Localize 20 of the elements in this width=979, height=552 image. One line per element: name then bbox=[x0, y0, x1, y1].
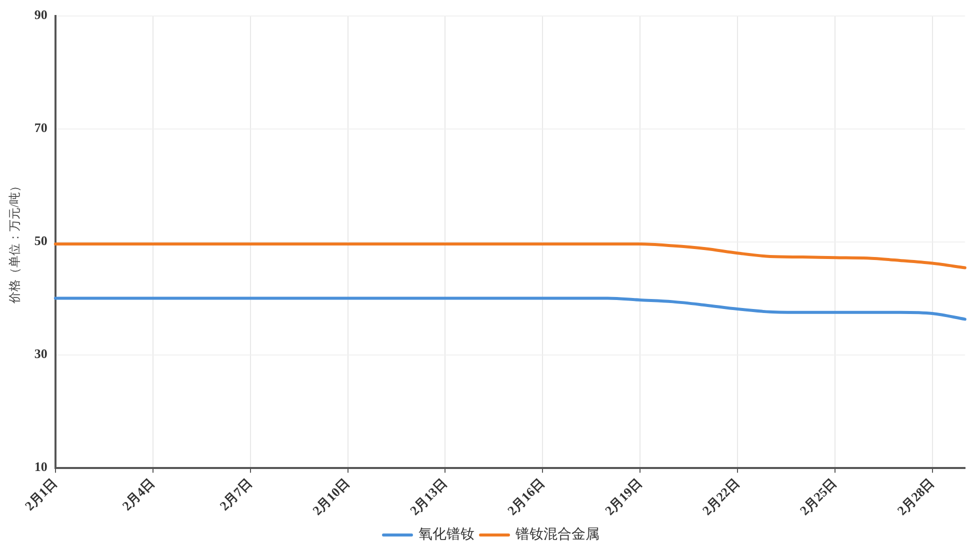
x-tick-label: 2月4日 bbox=[119, 475, 158, 514]
line-series bbox=[54, 296, 966, 321]
y-tick-label: 90 bbox=[34, 7, 48, 22]
x-tick-label: 2月25日 bbox=[796, 475, 840, 518]
x-tick-label: 2月16日 bbox=[504, 475, 548, 518]
legend-label: 氧化镨钕 bbox=[418, 526, 474, 543]
x-tick-label: 2月1日 bbox=[22, 475, 60, 514]
y-tick-label: 10 bbox=[34, 459, 48, 474]
y-tick-label: 70 bbox=[34, 120, 48, 136]
x-tick-label: 2月28日 bbox=[894, 475, 937, 518]
y-tick-label: 30 bbox=[34, 346, 48, 362]
y-axis-title: 价格（单位：万元/吨） bbox=[7, 180, 22, 304]
x-tick-label: 2月7日 bbox=[216, 475, 255, 514]
x-tick-label: 2月19日 bbox=[602, 475, 645, 518]
x-tick-label: 2月13日 bbox=[406, 475, 450, 518]
x-tick-label: 2月22日 bbox=[699, 475, 742, 518]
x-tick-label: 2月10日 bbox=[309, 475, 352, 518]
y-tick-label: 50 bbox=[34, 233, 48, 248]
legend-label: 镨钕混合金属 bbox=[514, 526, 600, 543]
line-series bbox=[54, 242, 966, 270]
